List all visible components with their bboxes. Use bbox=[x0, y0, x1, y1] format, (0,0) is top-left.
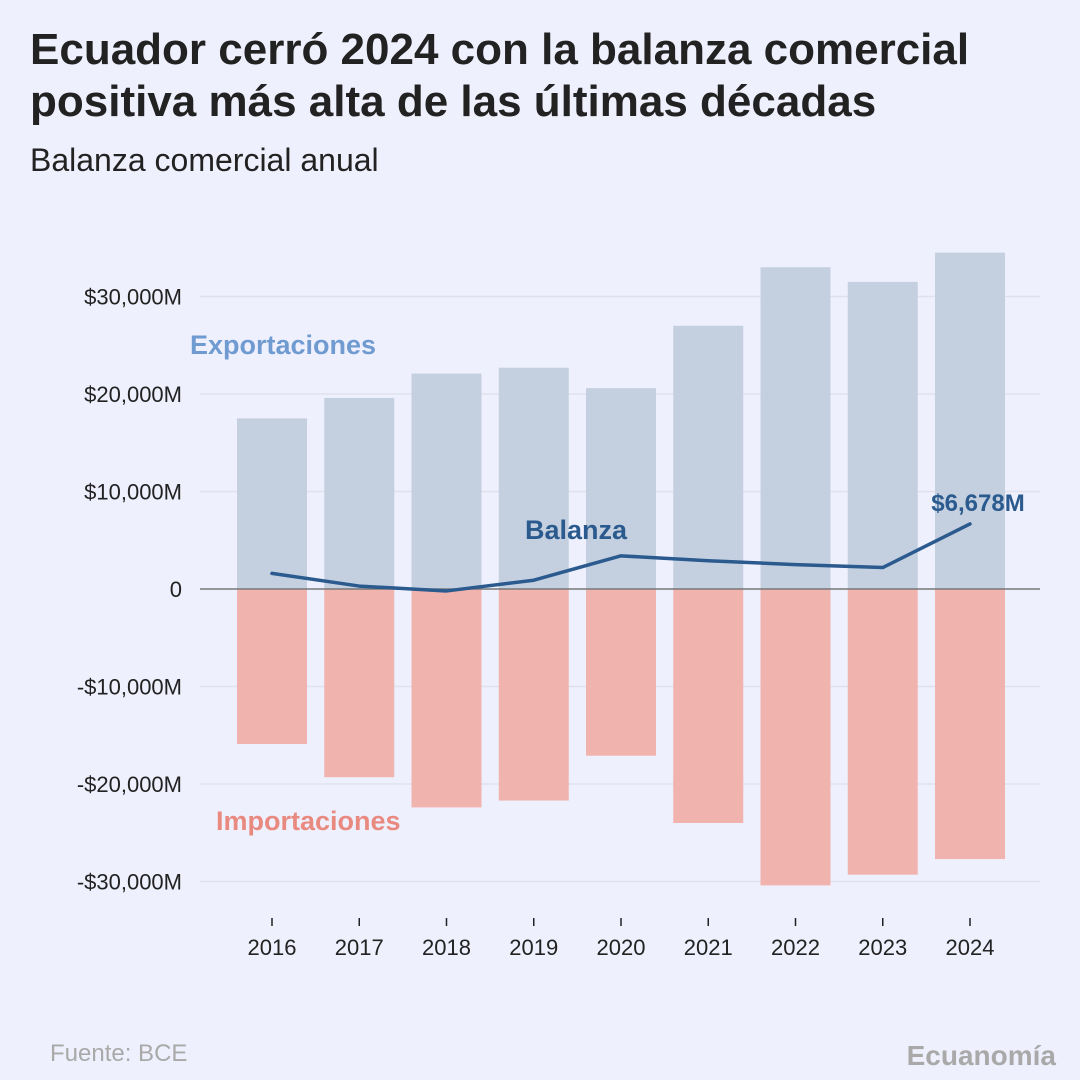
imports-series-label: Importaciones bbox=[216, 806, 401, 836]
x-tick-label-2018: 2018 bbox=[422, 935, 471, 960]
y-tick-label: 0 bbox=[170, 577, 182, 602]
brand-logo: Ecuanomía bbox=[906, 1040, 1056, 1071]
source-note: Fuente: BCE bbox=[50, 1040, 188, 1067]
export-bar-2023 bbox=[847, 281, 918, 589]
bars bbox=[237, 252, 1005, 886]
x-tick-label-2016: 2016 bbox=[248, 935, 297, 960]
import-bar-2017 bbox=[324, 589, 395, 778]
x-tick-label-2021: 2021 bbox=[684, 935, 733, 960]
x-tick-label-2020: 2020 bbox=[597, 935, 646, 960]
y-tick-label: $10,000M bbox=[84, 480, 182, 505]
chart-subtitle: Balanza comercial anual bbox=[30, 142, 379, 178]
export-bar-2022 bbox=[760, 267, 831, 589]
import-bar-2024 bbox=[935, 589, 1005, 860]
y-tick-label: $30,000M bbox=[84, 285, 182, 310]
y-axis-labels: $30,000M $20,000M $10,000M 0 -$10,000M -$20,0… bbox=[77, 285, 182, 895]
y-tick-label: $20,000M bbox=[84, 382, 182, 407]
import-bar-2022 bbox=[760, 589, 831, 886]
export-bar-2017 bbox=[324, 397, 395, 589]
x-tick-label-2024: 2024 bbox=[946, 935, 995, 960]
export-bar-2024 bbox=[935, 252, 1005, 589]
import-bar-2020 bbox=[586, 589, 656, 756]
y-tick-label: -$20,000M bbox=[77, 772, 182, 797]
export-bar-2021 bbox=[673, 325, 744, 589]
import-bar-2018 bbox=[411, 589, 482, 808]
import-bar-2019 bbox=[498, 589, 569, 801]
exports-series-label: Exportaciones bbox=[190, 330, 376, 360]
import-bar-2021 bbox=[673, 589, 744, 823]
export-bar-2016 bbox=[237, 418, 307, 589]
balance-line bbox=[270, 522, 972, 593]
balance-line-group bbox=[270, 522, 972, 593]
balance-2024-annotation: $6,678M bbox=[931, 490, 1024, 517]
x-tick-label-2017: 2017 bbox=[335, 935, 384, 960]
x-tick-label-2019: 2019 bbox=[509, 935, 558, 960]
series-labels: Exportaciones Importaciones Balanza $6,678M bbox=[190, 330, 1025, 836]
import-bar-2023 bbox=[847, 589, 918, 875]
import-bar-2016 bbox=[237, 589, 307, 745]
x-tick-label-2022: 2022 bbox=[771, 935, 820, 960]
x-axis-labels: 2016 2017 2018 2019 2020 2021 2022 2023 2024 bbox=[248, 918, 995, 960]
export-bar-2018 bbox=[411, 373, 482, 589]
export-bar-2019 bbox=[498, 367, 569, 589]
x-tick-label-2023: 2023 bbox=[858, 935, 907, 960]
chart-title: Ecuador cerró 2024 con la balanza comerc… bbox=[30, 25, 970, 126]
y-tick-label: -$30,000M bbox=[77, 870, 182, 895]
y-tick-label: -$10,000M bbox=[77, 675, 182, 700]
balance-series-label: Balanza bbox=[525, 515, 628, 545]
